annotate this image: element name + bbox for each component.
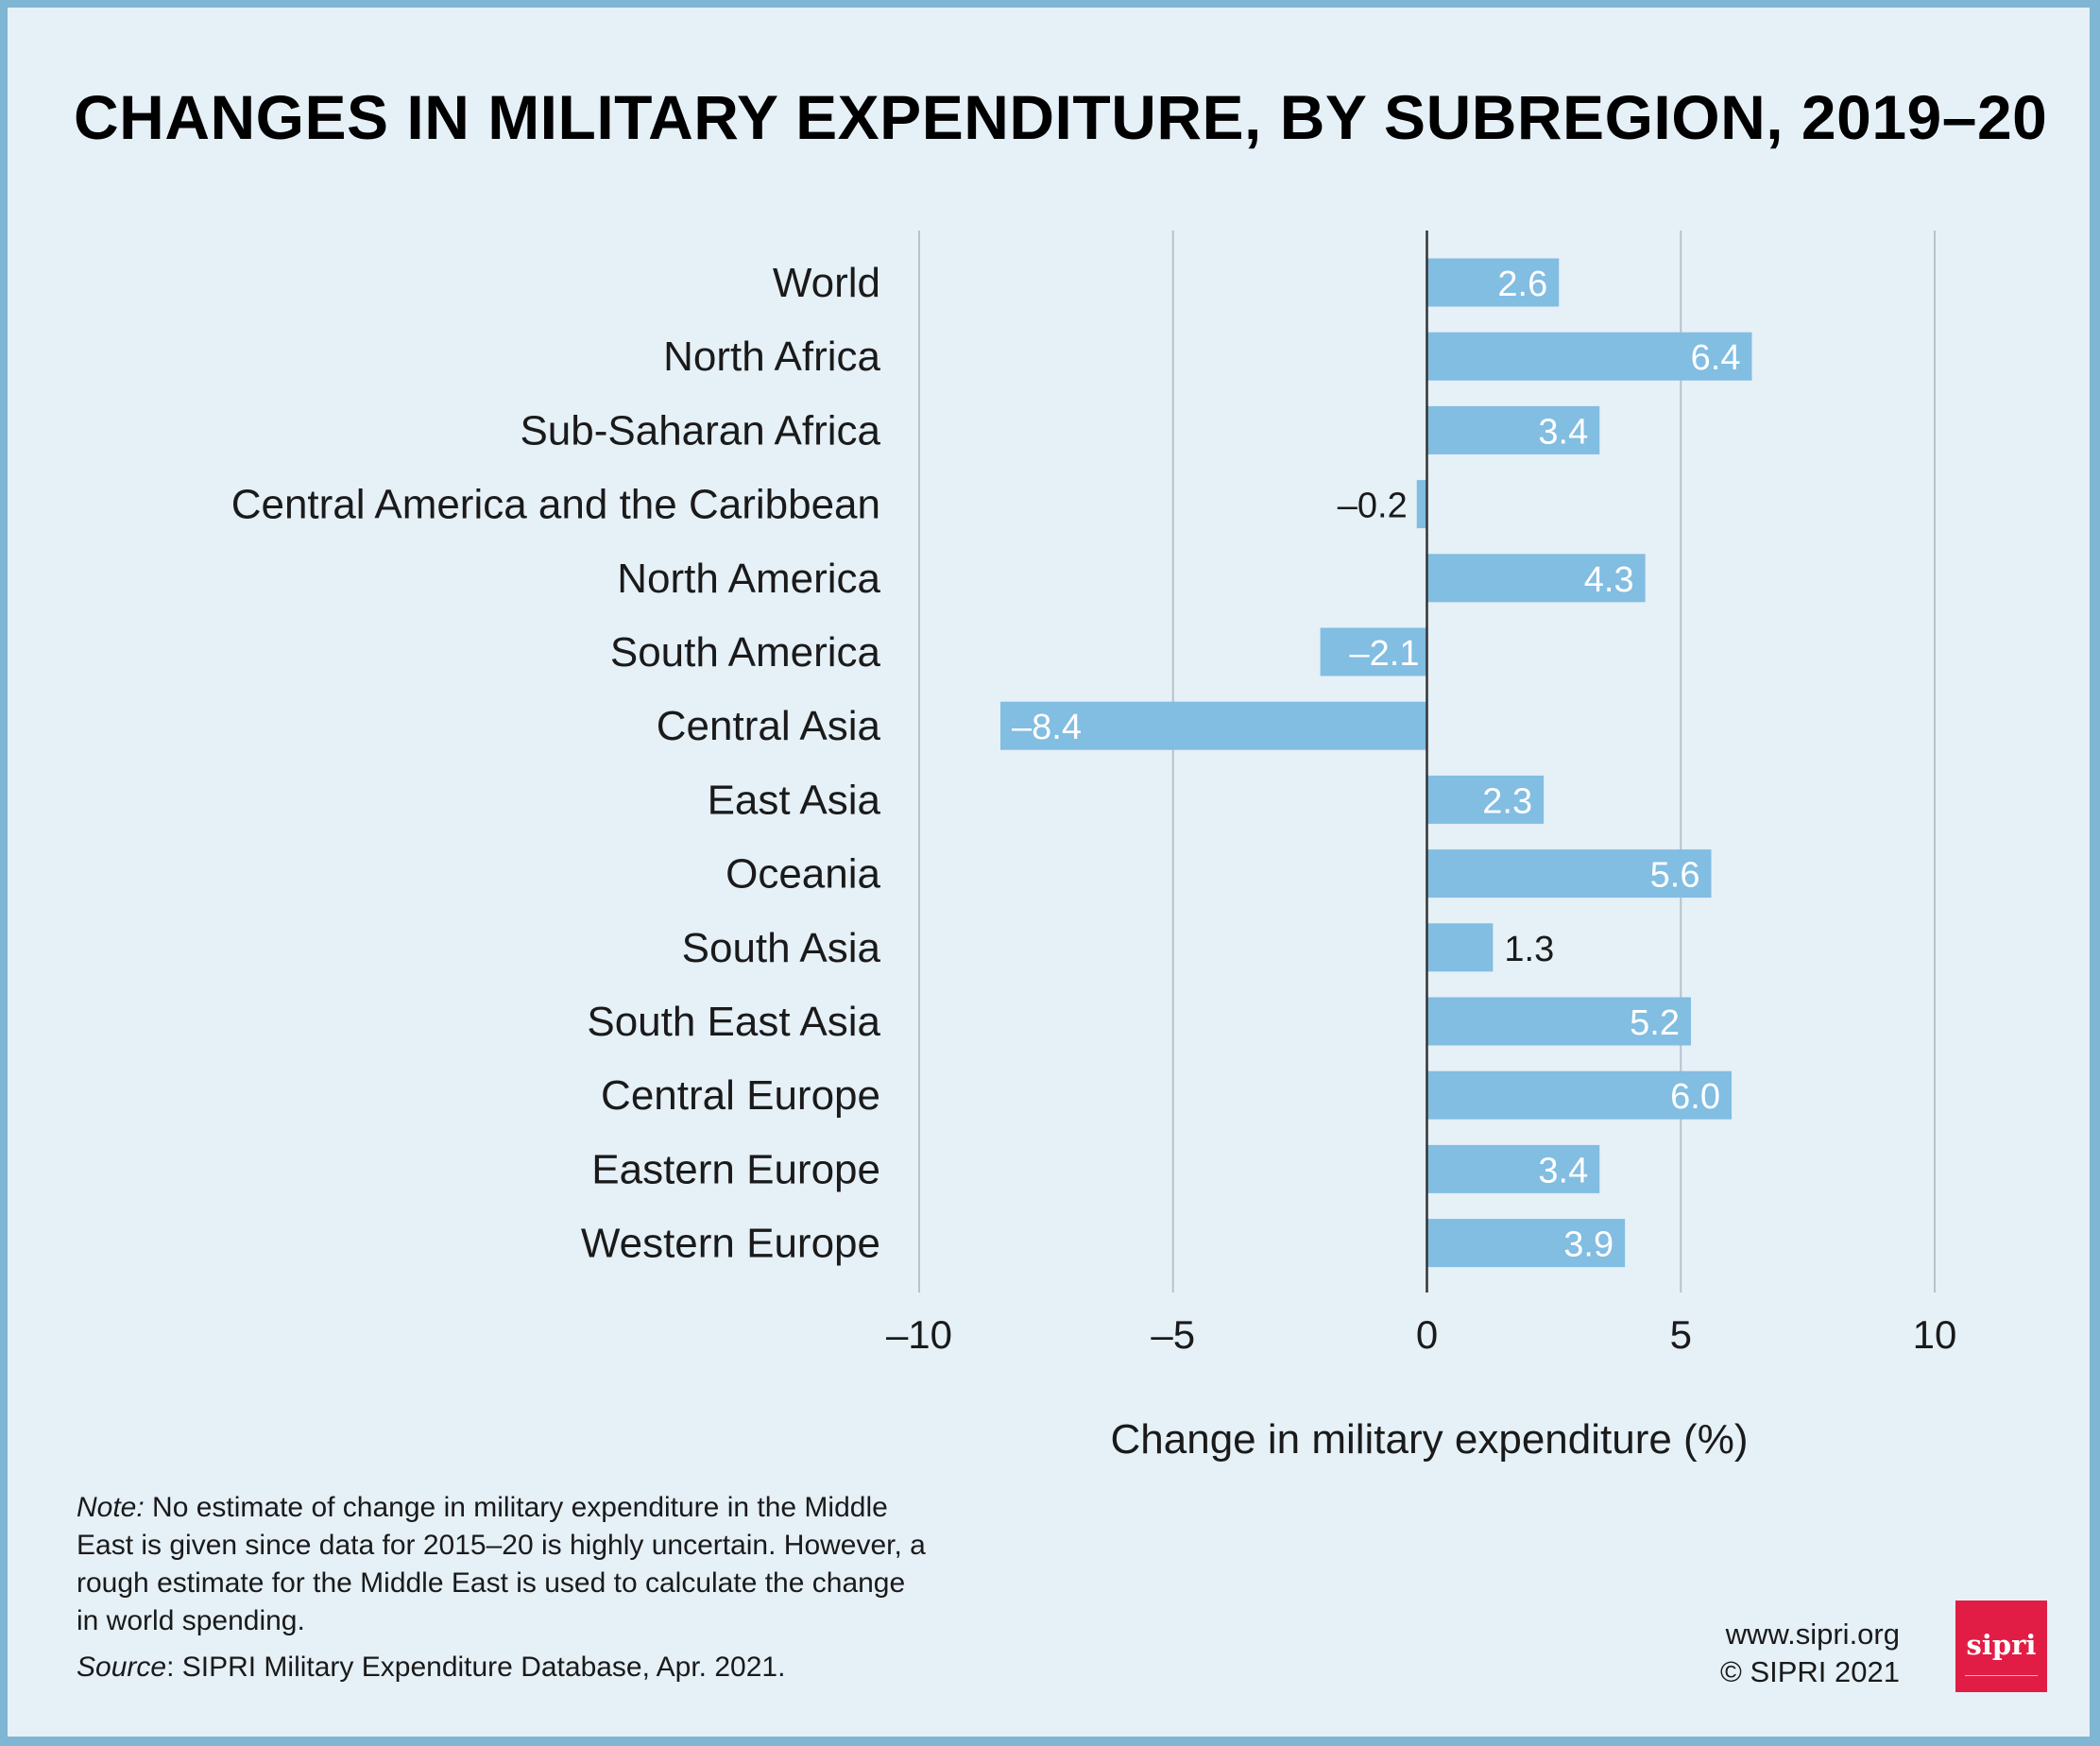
bar: [1426, 997, 1691, 1046]
category-label: South Asia: [682, 925, 881, 971]
category-label: Sub-Saharan Africa: [520, 407, 880, 454]
data-label: 3.9: [1563, 1225, 1613, 1265]
website-link[interactable]: www.sipri.org: [1725, 1618, 1900, 1651]
data-label: 5.6: [1650, 856, 1700, 896]
bar: [1426, 775, 1545, 824]
chart-title: CHANGES IN MILITARY EXPENDITURE, BY SUBR…: [74, 77, 2047, 157]
category-label: South East Asia: [587, 999, 880, 1045]
bar: [1426, 554, 1646, 603]
data-label: 2.6: [1497, 265, 1547, 304]
data-label: 3.4: [1538, 1151, 1588, 1190]
data-label: 6.4: [1691, 338, 1741, 378]
category-label: Eastern Europe: [591, 1146, 880, 1192]
bar: [1426, 923, 1494, 972]
x-tick-label: 0: [1416, 1312, 1438, 1357]
data-label: –2.1: [1350, 634, 1420, 674]
bar: [1320, 627, 1427, 676]
bar: [1426, 1144, 1600, 1193]
category-label: North Africa: [663, 334, 880, 380]
category-label: World: [773, 260, 880, 306]
category-label: Oceania: [726, 851, 880, 898]
data-label: 1.3: [1504, 930, 1554, 969]
infographic-frame: [8, 8, 2090, 1737]
category-label: Central America and the Caribbean: [231, 482, 880, 528]
bar: [1426, 405, 1600, 454]
bar: [1426, 1070, 1732, 1120]
category-label: Western Europe: [581, 1221, 880, 1267]
data-label: 4.3: [1584, 560, 1634, 600]
bar: [1426, 1219, 1626, 1268]
note: Note: No estimate of change in military …: [77, 1489, 927, 1640]
category-label: North America: [617, 556, 880, 602]
x-tick-label: –5: [1151, 1312, 1195, 1357]
copyright: © SIPRI 2021: [1720, 1655, 1900, 1688]
data-label: 5.2: [1630, 1003, 1680, 1043]
category-label: South America: [610, 629, 881, 676]
source-label: Source: [77, 1652, 167, 1683]
bar: [1426, 332, 1752, 381]
note-text: No estimate of change in military expend…: [77, 1492, 926, 1636]
sipri-logo: sipri: [1955, 1600, 2047, 1692]
x-tick-label: –10: [886, 1312, 952, 1357]
data-label: 2.3: [1482, 781, 1532, 821]
bar: [1426, 258, 1560, 307]
bar: [1416, 480, 1427, 529]
data-label: –0.2: [1338, 487, 1408, 526]
chart-title-text: CHANGES IN MILITARY EXPENDITURE, BY SUBR…: [74, 82, 2048, 152]
note-label: Note:: [77, 1492, 145, 1523]
data-label: 6.0: [1670, 1077, 1720, 1117]
category-label: East Asia: [708, 777, 881, 823]
source-text: : SIPRI Military Expenditure Database, A…: [166, 1652, 786, 1683]
category-label: Central Asia: [657, 703, 881, 749]
x-tick-label: 5: [1670, 1312, 1692, 1357]
x-axis-label: Change in military expenditure (%): [1111, 1416, 1749, 1463]
data-label: –8.4: [1012, 708, 1082, 747]
data-label: 3.4: [1538, 412, 1588, 452]
x-tick-label: 10: [1913, 1312, 1957, 1357]
bar: [1000, 701, 1427, 750]
category-label: Central Europe: [601, 1072, 880, 1119]
source: Source: SIPRI Military Expenditure Datab…: [77, 1652, 785, 1684]
bar: [1426, 849, 1712, 899]
footer: www.sipri.org © SIPRI 2021: [1720, 1616, 1900, 1691]
